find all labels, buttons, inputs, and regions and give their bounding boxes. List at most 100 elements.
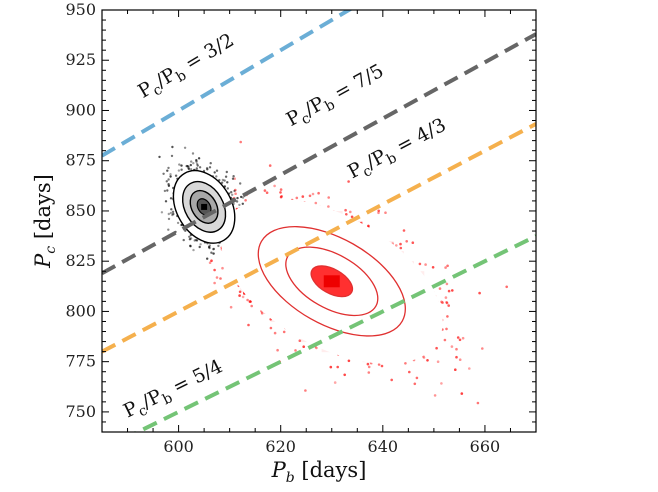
resonance-labels: Pc/Pb = 3/2Pc/Pb = 7/5Pc/Pb = 4/3Pc/Pb =…: [120, 29, 450, 422]
sample-point: [233, 189, 236, 193]
sample-point: [223, 179, 226, 182]
y-tick-label: 950: [65, 0, 96, 19]
sample-point: [478, 291, 481, 295]
sample-point: [219, 277, 222, 280]
sample-point: [184, 229, 187, 232]
x-tick-label: 660: [470, 437, 501, 456]
sample-point: [311, 192, 315, 196]
sample-point: [476, 401, 480, 405]
sample-point: [447, 289, 451, 293]
y-tick-label: 800: [65, 301, 96, 320]
axis-tick-labels: 600 620 640 660 750 775 800 825 850 875 900 925 950: [65, 0, 500, 456]
sample-point: [190, 160, 193, 163]
sample-point: [199, 243, 202, 246]
sample-point: [413, 382, 417, 386]
sample-point: [343, 373, 347, 377]
sample-point: [241, 202, 244, 205]
sample-point: [411, 241, 415, 244]
x-tick-label: 600: [163, 437, 194, 456]
sample-point: [433, 394, 437, 397]
sample-point: [232, 175, 235, 178]
sample-point: [174, 174, 178, 177]
sample-point: [212, 247, 215, 251]
sample-point: [273, 184, 276, 188]
sample-point: [170, 208, 173, 211]
sample-point: [167, 178, 170, 181]
sample-point: [176, 221, 180, 225]
sample-point: [206, 257, 209, 260]
sample-point: [186, 165, 189, 168]
resonance-label: Pc/Pb = 3/2: [134, 29, 240, 106]
sample-point: [241, 196, 245, 199]
sample-point: [209, 162, 212, 165]
sample-point: [210, 251, 213, 254]
sample-point: [240, 195, 243, 199]
sample-point: [208, 166, 212, 169]
sample-point: [229, 305, 233, 309]
sample-point: [225, 170, 228, 174]
sample-point: [269, 326, 273, 330]
sample-point: [239, 140, 242, 144]
sample-point: [167, 184, 171, 187]
sample-point: [435, 346, 438, 350]
sample-point: [415, 376, 419, 380]
red-peak-marker: [323, 275, 340, 288]
sample-point: [461, 336, 465, 340]
sample-point: [167, 217, 171, 221]
sample-point: [226, 181, 229, 184]
x-axis-label: Pb [days]: [271, 458, 367, 486]
sample-point: [192, 162, 195, 165]
sample-point: [408, 370, 411, 374]
sample-point: [238, 203, 241, 207]
sample-point: [445, 301, 448, 304]
sample-point: [314, 201, 318, 205]
sample-point: [377, 211, 380, 215]
sample-point: [250, 304, 253, 308]
sample-point: [377, 363, 381, 366]
sample-point: [458, 358, 462, 362]
y-tick-label: 775: [65, 352, 96, 371]
sample-point: [217, 244, 220, 248]
sample-point: [302, 345, 306, 349]
sample-point: [215, 175, 218, 178]
sample-point: [347, 180, 350, 183]
sample-point: [241, 295, 245, 299]
sample-point: [438, 287, 442, 290]
sample-point: [367, 224, 370, 228]
sample-point: [188, 235, 191, 238]
sample-point: [193, 239, 196, 242]
sample-point: [189, 168, 193, 171]
sample-point: [399, 242, 402, 246]
sample-point: [169, 173, 172, 176]
sample-point: [402, 229, 406, 232]
resonance-lines: [102, 10, 536, 432]
sample-point: [180, 168, 183, 171]
sample-point: [172, 212, 175, 215]
sample-point: [167, 166, 170, 170]
sample-point: [169, 211, 173, 215]
sample-point: [196, 164, 199, 167]
sample-point: [282, 330, 286, 334]
sample-point: [208, 244, 211, 247]
sample-point: [160, 211, 164, 214]
sample-point: [189, 163, 192, 167]
sample-point: [189, 245, 192, 248]
sample-point: [447, 304, 451, 307]
sample-point: [236, 196, 239, 200]
sample-point: [195, 167, 198, 170]
sample-point: [377, 209, 381, 213]
sample-point: [424, 263, 427, 266]
sample-point: [265, 191, 269, 194]
sample-point: [221, 178, 225, 182]
sample-point: [273, 331, 277, 335]
sample-point: [177, 169, 181, 172]
sample-point: [460, 392, 464, 395]
sample-point: [238, 290, 242, 294]
sample-point: [347, 359, 351, 363]
sample-point: [384, 211, 387, 214]
sample-point: [167, 228, 170, 231]
sample-point: [395, 244, 398, 247]
sample-point: [336, 365, 340, 369]
sample-point: [163, 189, 167, 193]
sample-point: [239, 182, 242, 185]
